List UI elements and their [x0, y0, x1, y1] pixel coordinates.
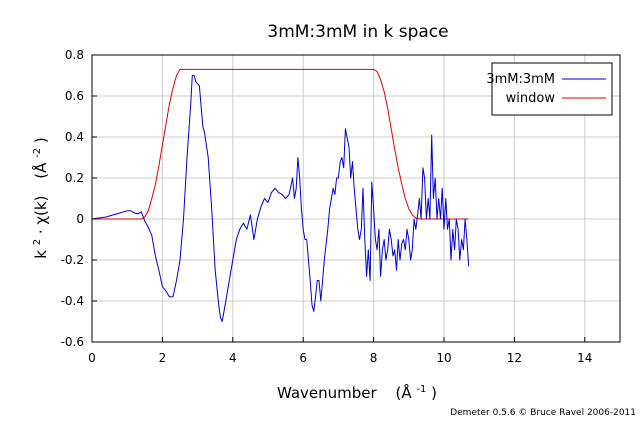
y-axis-label-chi: · χ(k): [32, 196, 50, 235]
legend: 3mM:3mM window: [486, 62, 613, 116]
ticks: 0 2 4 6 8 10 12 14 -0.6 -0.4 -0.2 0 0.2 0.4 0.6 0.8: [61, 48, 593, 365]
y-axis-label-unit: (Å: [31, 162, 50, 179]
series-line-window: [92, 68, 469, 220]
y-tick-label: 0.6: [65, 89, 84, 103]
y-axis-label-unit-sup: -2: [32, 148, 43, 158]
y-axis-label-unit-close: ): [32, 137, 50, 143]
x-axis-label-unit-sup: -1: [416, 384, 426, 395]
x-tick-label: 14: [577, 351, 592, 365]
y-tick-label: 0: [76, 212, 84, 226]
y-axis-label: k 2 · χ(k) (Å -2 ): [26, 137, 50, 259]
x-tick-label: 0: [88, 351, 96, 365]
series-layer: [91, 68, 470, 322]
legend-box: [491, 62, 613, 116]
x-tick-label: 12: [507, 351, 522, 365]
x-axis-label-unit-close: ): [431, 384, 437, 402]
x-tick-label: 10: [436, 351, 451, 365]
x-axis-label: Wavenumber (Å -1 ): [277, 378, 437, 402]
y-tick-label: 0.8: [65, 48, 84, 62]
y-tick-label: -0.2: [61, 253, 84, 267]
x-tick-label: 6: [299, 351, 307, 365]
y-tick-label: 0.2: [65, 171, 84, 185]
legend-label-window: window: [506, 91, 556, 106]
y-tick-label: 0.4: [65, 130, 84, 144]
series-line-3mm: [91, 75, 470, 322]
y-axis-label-k-sup: 2: [32, 239, 43, 245]
y-tick-label: -0.6: [61, 335, 84, 349]
x-tick-label: 8: [370, 351, 378, 365]
chart-title: 3mM:3mM in k space: [267, 22, 448, 42]
plot-frame: [91, 54, 621, 343]
x-tick-label: 4: [229, 351, 237, 365]
x-axis-label-main: Wavenumber: [277, 384, 378, 402]
legend-label-3mm: 3mM:3mM: [486, 72, 555, 87]
y-axis-label-k: k: [32, 250, 50, 259]
y-tick-label: -0.4: [61, 294, 84, 308]
x-tick-label: 2: [159, 351, 167, 365]
x-axis-label-unit: (Å: [395, 383, 412, 402]
credit-text: Demeter 0.5.6 © Bruce Ravel 2006-2011: [450, 408, 636, 418]
